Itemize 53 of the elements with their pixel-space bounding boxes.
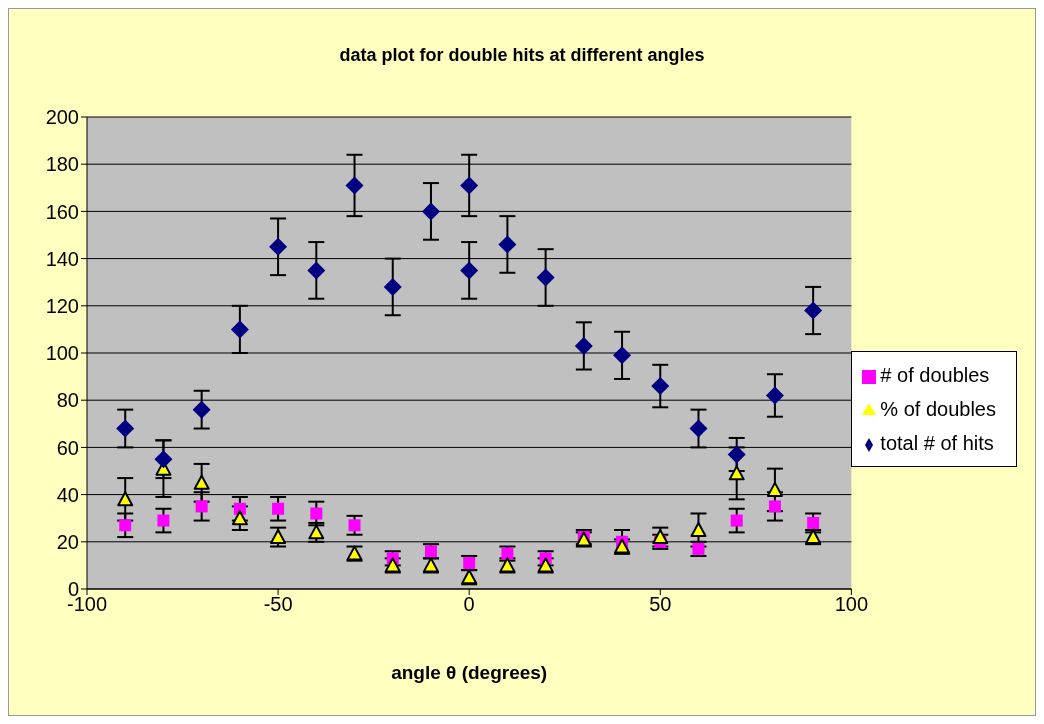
point [310,507,323,520]
point [195,500,208,513]
y-tick-label: 20 [56,530,79,553]
point [307,261,326,280]
point [765,386,784,405]
point [154,450,173,469]
point [117,491,134,507]
point [613,346,632,365]
point [730,514,743,527]
point [690,522,707,537]
point [193,474,210,490]
x-tick-label: -50 [263,593,293,616]
point [230,320,249,339]
y-tick-label: 180 [45,153,79,176]
y-tick-label: 40 [56,483,79,506]
point [728,465,745,481]
point [272,502,285,515]
point [383,277,402,296]
point [119,519,132,532]
point [116,419,135,438]
legend-label: # of doubles [880,364,990,386]
point [231,510,248,526]
x-tick-label: 0 [463,593,475,616]
x-axis-title: angle θ (degrees) [391,662,548,683]
point [768,500,781,513]
point [651,377,670,396]
point [348,519,361,532]
legend-label: total # of hits [880,432,994,454]
point [192,400,211,419]
point [269,237,288,256]
point [766,481,783,497]
x-tick-label: 100 [834,593,869,616]
point [421,202,440,221]
y-tick-label: 160 [45,200,79,223]
point [345,176,364,195]
legend-label: % of doubles [880,398,996,420]
chart-title: data plot for double hits at different angles [339,45,705,65]
point [727,445,746,464]
y-tick-label: 60 [56,436,79,459]
x-tick-label: 50 [649,593,672,616]
y-tick-label: 200 [45,106,79,129]
point [689,419,708,438]
y-tick-label: 80 [56,389,79,412]
point [460,176,479,195]
point [460,261,479,280]
y-tick-label: 140 [45,247,79,270]
point [498,235,517,254]
y-tick-label: 100 [45,342,79,365]
point [157,514,170,527]
point [804,301,823,320]
y-tick-label: 120 [45,294,79,317]
point [536,268,555,287]
point [574,336,593,355]
